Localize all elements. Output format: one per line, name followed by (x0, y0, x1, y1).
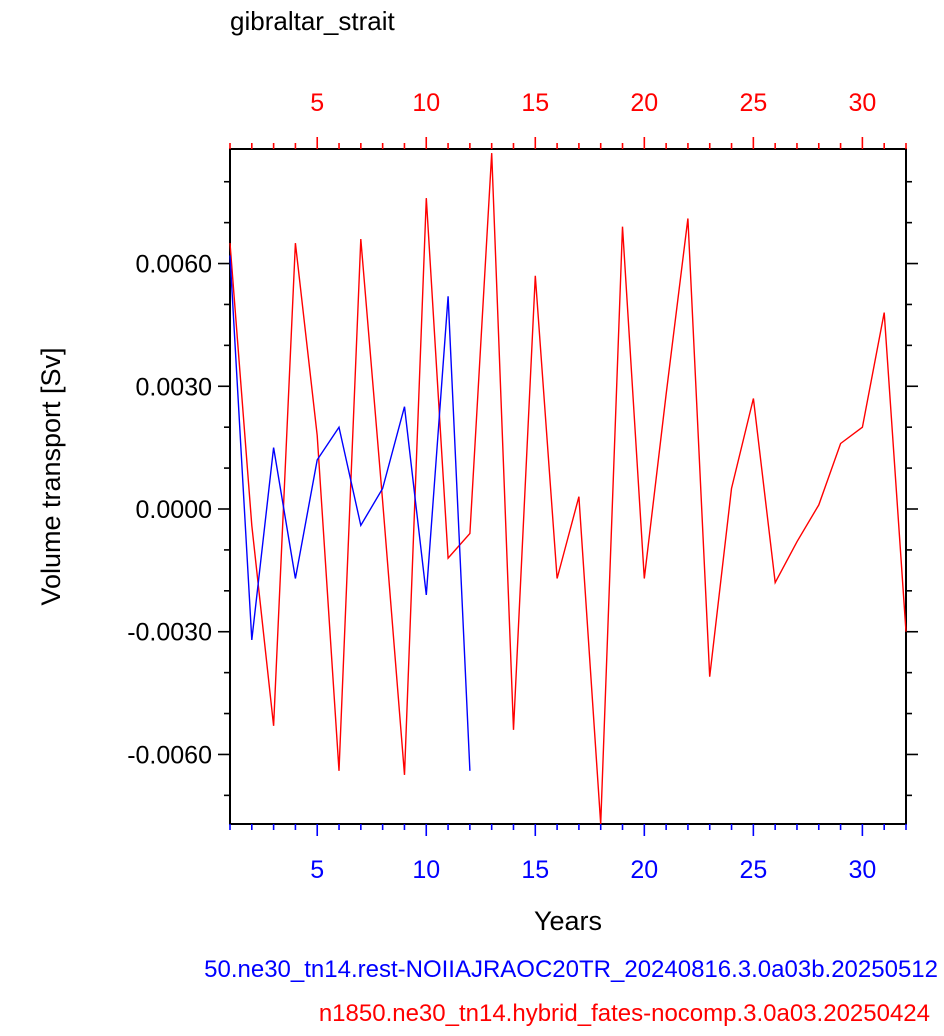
y-tick-label: -0.0030 (127, 619, 212, 647)
x-top-tick-label: 20 (630, 89, 658, 117)
red-series-caption: n1850.ne30_tn14.hybrid_fates-nocomp.3.0a… (318, 1000, 930, 1027)
x-top-tick-label: 25 (739, 89, 767, 117)
x-top-tick-label: 30 (848, 89, 876, 117)
x-top-tick-label: 5 (310, 89, 324, 117)
x-axis-label: Years (534, 906, 602, 936)
x-bottom-tick-label: 25 (739, 856, 767, 884)
plot-frame (229, 148, 907, 825)
y-tick-label: -0.0060 (127, 741, 212, 769)
y-tick-label: 0.0060 (136, 251, 212, 279)
x-top-tick-label: 10 (412, 89, 440, 117)
x-bottom-tick-label: 5 (310, 856, 324, 884)
chart-title: gibraltar_strait (230, 6, 395, 36)
blue-series-line (229, 255, 471, 771)
red-series-line (229, 153, 907, 825)
x-bottom-tick-label: 15 (521, 856, 549, 884)
y-axis-label: Volume transport [Sv] (36, 347, 66, 605)
x-bottom-tick-label: 20 (630, 856, 658, 884)
y-tick-label: 0.0000 (136, 496, 212, 524)
x-bottom-tick-label: 10 (412, 856, 440, 884)
x-bottom-tick-label: 30 (848, 856, 876, 884)
blue-series-caption: 50.ne30_tn14.rest-NOIIAJRAOC20TR_2024081… (204, 956, 938, 983)
y-tick-label: 0.0030 (136, 373, 212, 401)
x-top-tick-label: 15 (521, 89, 549, 117)
